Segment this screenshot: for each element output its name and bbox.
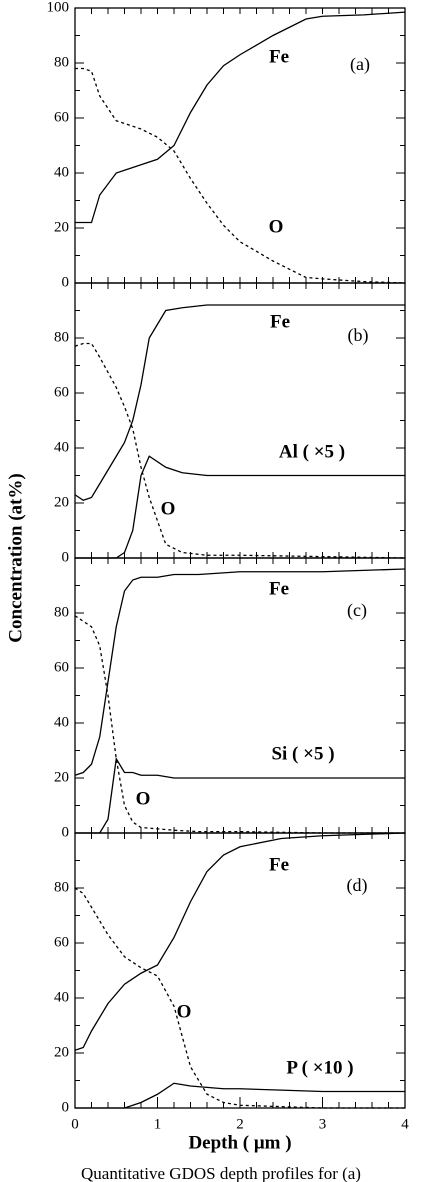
y-tick-label: 60	[54, 659, 69, 675]
x-tick-label: 1	[154, 1116, 162, 1132]
data-line	[74, 304, 405, 501]
y-tick-label: 40	[54, 714, 69, 730]
panel-label: (a)	[350, 54, 370, 75]
data-line	[75, 455, 405, 559]
y-tick-label: 20	[54, 494, 69, 510]
panel-label: (d)	[347, 875, 368, 896]
series-label: Si ( ×5 )	[271, 743, 334, 764]
caption: Quantitative GDOS depth profiles for (a)	[81, 1164, 361, 1182]
x-tick-label: 0	[71, 1116, 79, 1132]
x-axis-label: Depth ( μm )	[188, 1132, 291, 1153]
series-label: O	[177, 1001, 192, 1022]
series-label: O	[161, 498, 176, 519]
series-label: P ( ×10 )	[286, 1057, 353, 1078]
data-line	[75, 756, 405, 834]
series-label: Fe	[269, 46, 289, 67]
data-line	[74, 568, 406, 776]
data-line	[74, 342, 406, 559]
y-tick-label: 0	[62, 1099, 70, 1115]
y-tick-label: 20	[54, 1044, 69, 1060]
y-tick-label: 0	[62, 824, 70, 840]
series-label: O	[269, 216, 284, 237]
series-label: Al ( ×5 )	[279, 441, 345, 462]
panel-label: (c)	[347, 600, 367, 621]
y-tick-label: 40	[54, 989, 69, 1005]
data-line	[74, 887, 405, 1109]
y-tick-label: 40	[54, 439, 69, 455]
x-tick-label: 2	[236, 1116, 244, 1132]
y-tick-label: 80	[54, 604, 69, 620]
series-label: O	[136, 788, 151, 809]
series-label: Fe	[269, 578, 289, 599]
y-tick-label: 0	[62, 549, 70, 565]
y-tick-label: 80	[54, 329, 69, 345]
data-line	[74, 832, 406, 1051]
plot-frame	[74, 7, 406, 284]
y-tick-label: 80	[54, 879, 69, 895]
y-tick-label: 20	[54, 769, 69, 785]
data-line	[75, 1082, 405, 1109]
y-tick-label: 60	[54, 384, 69, 400]
y-tick-label: 20	[54, 219, 69, 235]
y-axis-label: Concentration (at%)	[5, 473, 26, 642]
series-label: Fe	[270, 311, 290, 332]
data-line	[75, 11, 406, 224]
series-label: Fe	[269, 854, 289, 875]
y-tick-label: 0	[62, 274, 70, 290]
data-line	[74, 615, 405, 834]
y-tick-label: 60	[54, 934, 69, 950]
y-tick-label: 80	[54, 54, 69, 70]
x-tick-label: 3	[319, 1116, 327, 1132]
data-line	[75, 67, 406, 284]
y-tick-label: 60	[54, 109, 69, 125]
panel-label: (b)	[348, 325, 369, 346]
y-tick-label: 40	[54, 164, 69, 180]
y-tick-label: 100	[47, 0, 70, 15]
x-tick-label: 4	[401, 1116, 409, 1132]
